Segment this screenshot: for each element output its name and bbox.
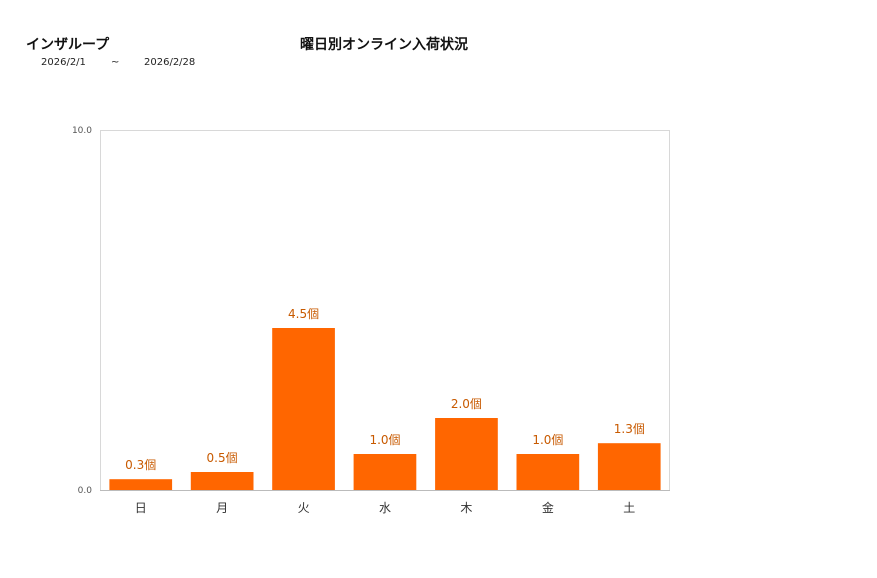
bar-0 (109, 479, 173, 490)
bar-6 (597, 443, 661, 490)
data-label-5: 1.0個 (532, 433, 563, 447)
x-tick-label-5: 金 (542, 500, 554, 515)
date-from: 2026/2/1 (41, 57, 86, 68)
data-label-1: 0.5個 (207, 451, 238, 465)
date-to: 2026/2/28 (144, 57, 196, 68)
x-tick-label-0: 日 (135, 501, 147, 515)
x-tick-label-4: 木 (460, 501, 472, 515)
bar-2 (272, 328, 335, 490)
bar-1 (190, 472, 254, 490)
date-separator: ~ (111, 57, 120, 68)
shop-name: インザループ (26, 37, 110, 53)
data-label-6: 1.3個 (614, 422, 645, 436)
chart-title: 曜日別オンライン入荷状況 (300, 37, 468, 53)
bar-5 (516, 454, 580, 490)
bar-3 (353, 454, 417, 490)
data-label-3: 1.0個 (369, 433, 400, 447)
data-label-4: 2.0個 (451, 397, 482, 411)
y-tick-top: 10.0 (72, 126, 92, 136)
plot-area (100, 130, 670, 491)
bar-4 (435, 418, 498, 490)
x-tick-label-2: 火 (298, 501, 310, 515)
data-label-0: 0.3個 (125, 458, 156, 472)
x-tick-label-1: 月 (216, 501, 228, 515)
data-label-2: 4.5個 (288, 307, 319, 321)
x-tick-label-6: 土 (623, 501, 635, 515)
x-tick-label-3: 水 (379, 501, 391, 515)
y-tick-bottom: 0.0 (78, 486, 93, 496)
